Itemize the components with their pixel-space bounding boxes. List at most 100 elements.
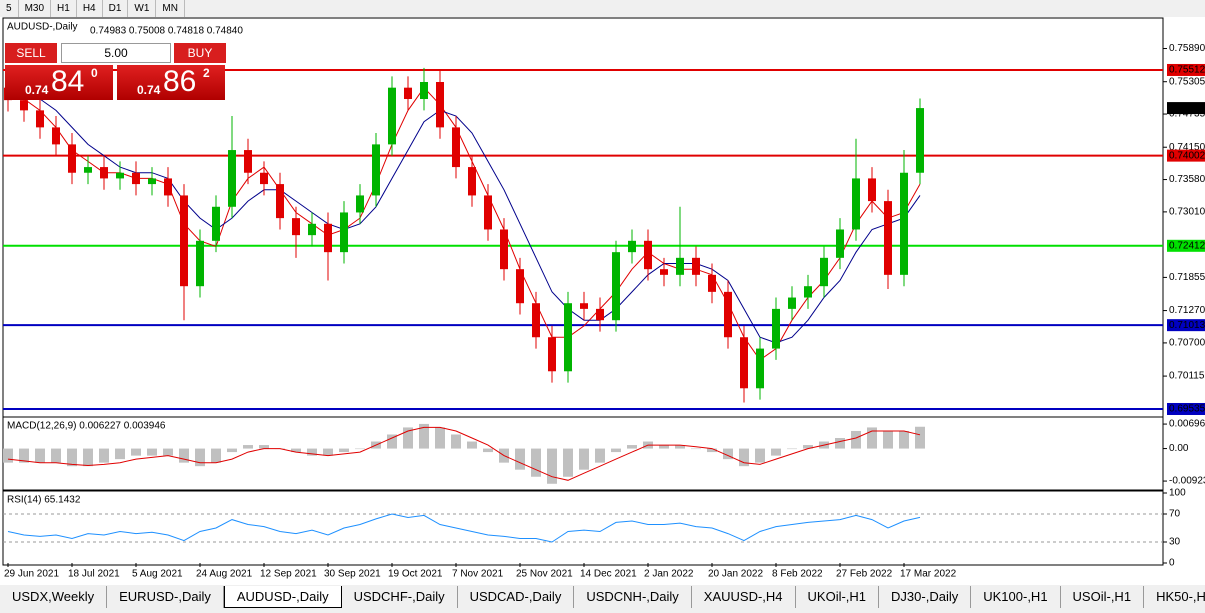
candle-body (100, 167, 108, 179)
level-label: 0.74840 (1169, 103, 1205, 114)
ask-big: 0.74 (137, 83, 161, 97)
chart-tab[interactable]: UK100-,H1 (971, 586, 1061, 608)
chart-tab[interactable]: UKOil-,H1 (796, 586, 880, 608)
timeframe-button[interactable]: 5 (0, 0, 19, 17)
macd-bar (771, 448, 781, 456)
macd-bar (707, 448, 717, 453)
x-tick-label: 27 Feb 2022 (836, 569, 893, 580)
level-tag (1167, 402, 1205, 415)
level-tag (1167, 149, 1205, 162)
macd-bar (179, 448, 189, 463)
candle-body (244, 150, 252, 173)
timeframe-button[interactable]: D1 (103, 0, 129, 17)
candle-body (724, 291, 732, 338)
candle-body (148, 178, 156, 185)
macd-bar (291, 448, 301, 453)
candle-body (196, 240, 204, 287)
candle-body (404, 87, 412, 100)
chart-tab[interactable]: HK50-,H1 (1144, 586, 1205, 608)
trade-panel: SELL 5.00 BUY 0.74 84 0 0.74 86 2 (5, 43, 226, 100)
timeframe-button[interactable]: H4 (77, 0, 103, 17)
level-label: 0.75512 (1169, 65, 1205, 76)
candle-body (84, 167, 92, 173)
macd-bar (467, 441, 477, 449)
x-tick-label: 12 Sep 2021 (260, 569, 317, 580)
y-tick-label: 70 (1169, 509, 1181, 520)
level-tag (1167, 319, 1205, 332)
chart-tab[interactable]: AUDUSD-,Daily (223, 586, 342, 608)
macd-bar (531, 448, 541, 477)
candle-body (596, 308, 604, 321)
macd-bar (339, 448, 349, 453)
candle-body (132, 172, 140, 185)
timeframe-button[interactable]: H1 (51, 0, 77, 17)
chart-tab[interactable]: USDCAD-,Daily (458, 586, 575, 608)
y-tick-label: 0.70700 (1169, 338, 1205, 349)
candle-body (788, 297, 796, 309)
macd-bar (835, 438, 845, 449)
candle-body (52, 127, 60, 145)
candle-body (868, 178, 876, 202)
chart-tab[interactable]: EURUSD-,Daily (107, 586, 224, 608)
plot-background (0, 17, 1205, 585)
macd-bar (547, 448, 557, 484)
sell-button[interactable]: SELL (5, 43, 57, 63)
chart-tab[interactable]: USDCHF-,Daily (342, 586, 458, 608)
level-tag (1167, 239, 1205, 252)
macd-bar (195, 448, 205, 467)
ask-frac: 2 (203, 66, 210, 80)
macd-bar (67, 448, 77, 467)
macd-bar (115, 448, 125, 460)
bid-big: 0.74 (25, 83, 49, 97)
y-tick-label: 0.75305 (1169, 76, 1205, 87)
x-tick-label: 2 Jan 2022 (644, 569, 694, 580)
candle-body (420, 81, 428, 100)
ask-pips: 86 (163, 65, 197, 98)
volume-input[interactable]: 5.00 (61, 43, 171, 63)
macd-bar (627, 445, 637, 449)
macd-bar (387, 434, 397, 449)
candle-body (580, 303, 588, 309)
macd-bar (147, 448, 157, 456)
macd-bar (163, 448, 173, 456)
candle-body (276, 184, 284, 219)
macd-bar (227, 448, 237, 453)
macd-bar (755, 448, 765, 463)
buy-button[interactable]: BUY (174, 43, 226, 63)
candle-body (500, 229, 508, 270)
timeframe-button[interactable]: W1 (128, 0, 157, 17)
candle-body (436, 81, 444, 128)
macd-bar (803, 445, 813, 449)
chart-tab[interactable]: DJ30-,Daily (879, 586, 972, 608)
macd-bar (3, 448, 13, 463)
candle-body (644, 240, 652, 270)
timeframe-button[interactable]: M30 (19, 0, 52, 17)
candle-body (340, 212, 348, 253)
x-tick-label: 7 Nov 2021 (452, 569, 504, 580)
macd-bar (211, 448, 221, 463)
chart-tab[interactable]: USDCNH-,Daily (574, 586, 692, 608)
chart-tab[interactable]: USOil-,H1 (1061, 586, 1145, 608)
candle-body (36, 110, 44, 128)
macd-signal (7, 426, 921, 481)
level-label: 0.72412 (1169, 240, 1205, 251)
macd-bar (51, 448, 61, 463)
candle-body (660, 269, 668, 275)
macd-bar (723, 448, 733, 460)
timeframe-button[interactable]: MN (156, 0, 185, 17)
bid-price[interactable]: 0.74 84 0 (5, 65, 113, 100)
panel-frame (2, 490, 1164, 566)
macd-bar (131, 448, 141, 456)
ask-price[interactable]: 0.74 86 2 (117, 65, 225, 100)
x-tick-label: 29 Jun 2021 (4, 569, 59, 580)
candle-body (756, 348, 764, 389)
indicator-title: AUDUSD-,Daily (7, 22, 78, 33)
candle-body (292, 218, 300, 236)
macd-bar (915, 426, 925, 449)
candle-body (548, 337, 556, 372)
macd-bar (851, 430, 861, 449)
chart-tab[interactable]: XAUUSD-,H4 (692, 586, 796, 608)
chart-tab[interactable]: USDX,Weekly (0, 586, 108, 608)
y-tick-label: -0.00923 (1169, 476, 1205, 487)
